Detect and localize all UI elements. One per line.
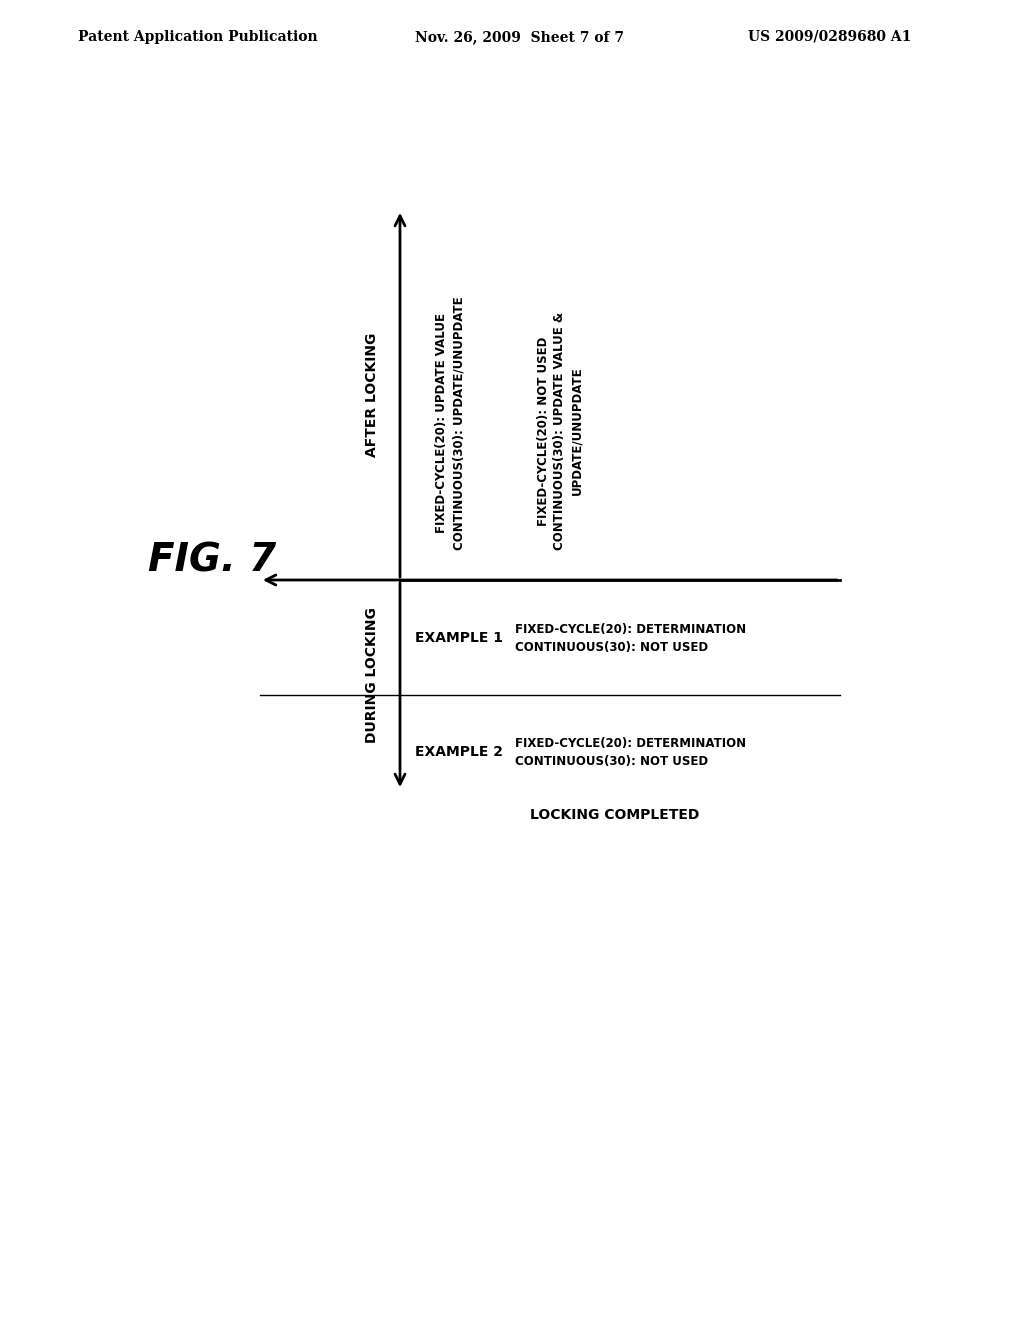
Text: FIXED-CYCLE(20): DETERMINATION
CONTINUOUS(30): NOT USED: FIXED-CYCLE(20): DETERMINATION CONTINUOU… xyxy=(515,737,746,767)
Text: FIXED-CYCLE(20): UPDATE VALUE
CONTINUOUS(30): UPDATE/UNUPDATE: FIXED-CYCLE(20): UPDATE VALUE CONTINUOUS… xyxy=(435,297,465,550)
Text: FIXED-CYCLE(20): DETERMINATION
CONTINUOUS(30): NOT USED: FIXED-CYCLE(20): DETERMINATION CONTINUOU… xyxy=(515,623,746,653)
Text: FIG. 7: FIG. 7 xyxy=(148,541,276,579)
Text: Nov. 26, 2009  Sheet 7 of 7: Nov. 26, 2009 Sheet 7 of 7 xyxy=(415,30,624,44)
Text: US 2009/0289680 A1: US 2009/0289680 A1 xyxy=(748,30,911,44)
Text: AFTER LOCKING: AFTER LOCKING xyxy=(365,333,379,457)
Text: FIXED-CYCLE(20): NOT USED
CONTINUOUS(30): UPDATE VALUE &
UPDATE/UNUPDATE: FIXED-CYCLE(20): NOT USED CONTINUOUS(30)… xyxy=(537,312,584,550)
Text: EXAMPLE 2: EXAMPLE 2 xyxy=(415,744,503,759)
Text: Patent Application Publication: Patent Application Publication xyxy=(78,30,317,44)
Text: EXAMPLE 1: EXAMPLE 1 xyxy=(415,631,503,645)
Text: LOCKING COMPLETED: LOCKING COMPLETED xyxy=(530,808,699,822)
Text: DURING LOCKING: DURING LOCKING xyxy=(365,607,379,743)
